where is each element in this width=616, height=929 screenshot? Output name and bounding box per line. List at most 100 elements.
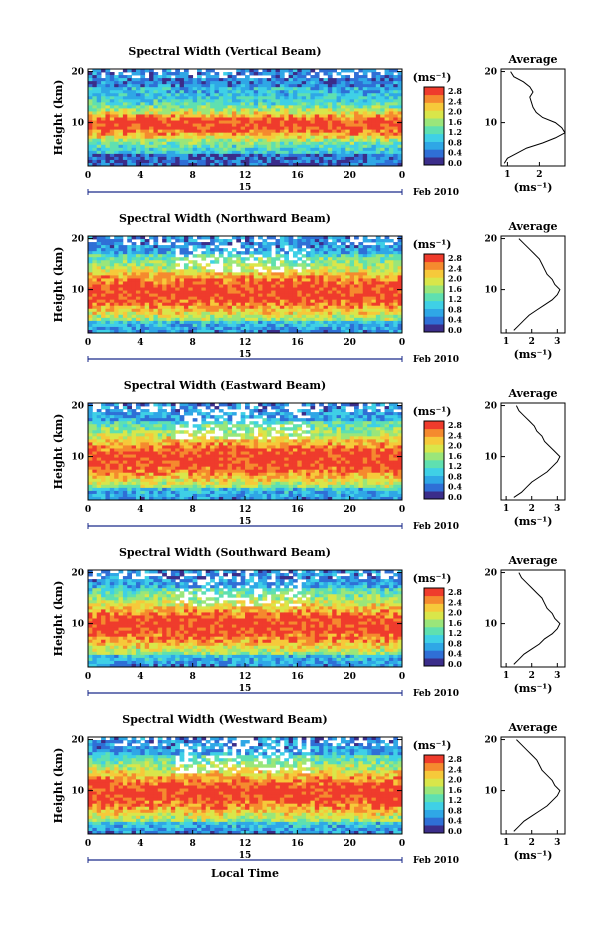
heatmap-cell — [292, 72, 298, 76]
heatmap-cell — [144, 114, 150, 118]
heatmap-cell — [205, 317, 211, 322]
heatmap-cell — [197, 99, 202, 103]
heatmap-cell — [227, 111, 233, 115]
heatmap-cell — [88, 260, 93, 264]
heatmap-cell — [249, 90, 255, 94]
heatmap-cell — [358, 141, 364, 146]
heatmap-cell — [140, 111, 146, 115]
heatmap-cell — [249, 96, 255, 100]
heatmap-cell — [380, 138, 385, 143]
heatmap-cell — [297, 320, 303, 325]
heatmap-cell — [367, 87, 372, 91]
heatmap-cell — [227, 281, 233, 285]
heatmap-cell — [258, 305, 263, 310]
heatmap-cell — [314, 293, 320, 298]
heatmap-cell — [231, 424, 237, 428]
heatmap-cell — [109, 254, 115, 258]
heatmap-cell — [397, 263, 403, 267]
heatmap-cell — [258, 120, 263, 124]
heatmap-cell — [205, 281, 211, 285]
heatmap-cell — [175, 239, 180, 243]
heatmap-cell — [275, 278, 281, 282]
heatmap-cell — [323, 254, 329, 258]
heatmap-cell — [253, 111, 259, 115]
heatmap-cell — [162, 111, 167, 115]
heatmap-cell — [188, 117, 194, 121]
heatmap-cell — [271, 308, 276, 313]
heatmap-cell — [249, 409, 255, 413]
heatmap-cell — [279, 72, 285, 76]
heatmap-cell — [92, 263, 98, 267]
heatmap-cell — [166, 308, 172, 313]
colorbar-swatch — [424, 285, 444, 294]
heatmap-cell — [236, 293, 242, 298]
heatmap-cell — [349, 147, 355, 152]
heatmap-cell — [201, 245, 207, 249]
heatmap-cell — [253, 135, 259, 140]
heatmap-cell — [183, 403, 189, 407]
heatmap-cell — [101, 120, 106, 124]
heatmap-cell — [301, 281, 307, 285]
heatmap-cell — [336, 424, 342, 428]
heatmap-cell — [253, 162, 259, 167]
heatmap-cell — [345, 260, 351, 264]
heatmap-cell — [227, 159, 233, 164]
heatmap-cell — [336, 269, 342, 273]
heatmap-cell — [319, 409, 324, 413]
heatmap-cell — [258, 132, 263, 137]
heatmap-cell — [249, 159, 255, 164]
heatmap-cell — [231, 326, 237, 331]
heatmap-cell — [96, 257, 102, 261]
heatmap-cell — [205, 75, 211, 79]
heatmap-cell — [380, 75, 385, 79]
heatmap-cell — [284, 281, 290, 285]
heatmap-cell — [101, 412, 106, 416]
heatmap-cell — [258, 278, 263, 282]
heatmap-cell — [162, 284, 167, 288]
heatmap-cell — [345, 93, 351, 97]
heatmap-cell — [375, 132, 381, 137]
heatmap-cell — [162, 129, 167, 134]
heatmap-cell — [231, 123, 237, 127]
heatmap-cell — [297, 105, 303, 109]
heatmap-cell — [253, 114, 259, 118]
heatmap-cell — [135, 87, 141, 91]
heatmap-cell — [262, 403, 268, 407]
y-axis-label: Height (km) — [52, 247, 65, 323]
heatmap-cell — [340, 75, 346, 79]
heatmap-cell — [340, 141, 346, 146]
heatmap-cell — [109, 412, 115, 416]
heatmap-cell — [327, 409, 333, 413]
heatmap-cell — [236, 78, 242, 82]
heatmap-cell — [354, 102, 359, 106]
heatmap-cell — [362, 427, 368, 431]
heatmap-cell — [279, 245, 285, 249]
heatmap-cell — [319, 427, 324, 431]
heatmap-cell — [253, 415, 259, 419]
heatmap-cell — [314, 135, 320, 140]
heatmap-cell — [375, 317, 381, 322]
heatmap-cell — [197, 129, 202, 134]
heatmap-cell — [157, 138, 163, 143]
heatmap-cell — [114, 409, 119, 413]
heatmap-cell — [388, 281, 394, 285]
heatmap-cell — [258, 114, 263, 118]
heatmap-cell — [345, 150, 351, 155]
heatmap-cell — [314, 150, 320, 155]
heatmap-cell — [301, 266, 307, 270]
heatmap-cell — [332, 421, 337, 425]
heatmap-cell — [236, 117, 242, 121]
heatmap-cell — [249, 281, 255, 285]
heatmap-cell — [118, 150, 124, 155]
heatmap-cell — [327, 317, 333, 322]
heatmap-cell — [380, 323, 385, 328]
heatmap-cell — [367, 284, 372, 288]
heatmap-cell — [380, 111, 385, 115]
heatmap-cell — [210, 317, 215, 322]
heatmap-cell — [336, 105, 342, 109]
heatmap-cell — [166, 132, 172, 137]
heatmap-cell — [258, 129, 263, 134]
heatmap-cell — [349, 102, 355, 106]
heatmap-cell — [340, 150, 346, 155]
heatmap-cell — [375, 287, 381, 291]
